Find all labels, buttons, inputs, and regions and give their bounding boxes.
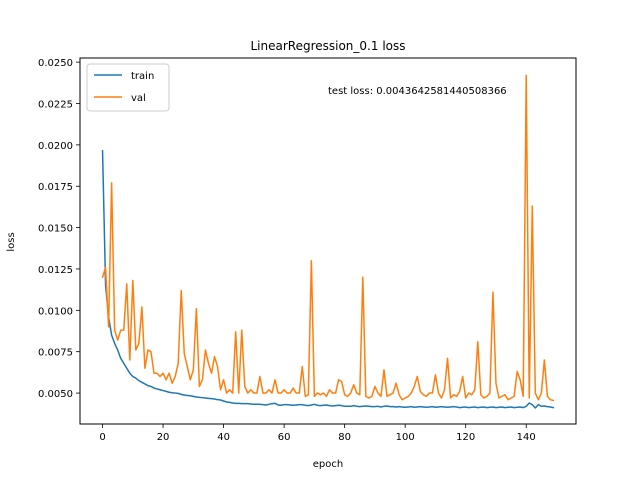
plot-area: 0 20 40 60 80 100 120 140 0.00500.00750.01000.0… [38,57,577,443]
legend-label-train: train [131,71,154,82]
x-tick-label: 100 [396,432,415,443]
x-tick-label: 120 [456,432,475,443]
series-layer [101,74,555,409]
legend: train val [86,63,170,112]
x-tick-label: 80 [338,432,351,443]
y-tick-label: 0.0225 [38,100,73,111]
x-axis-label: epoch [313,459,343,470]
series-line-val [101,74,555,402]
legend-label-val: val [131,93,146,104]
y-tick-label: 0.0200 [38,141,73,152]
chart-title: LinearRegression_0.1 loss [250,39,405,53]
y-tick-label: 0.0175 [38,182,73,193]
y-tick-label: 0.0250 [38,58,73,69]
x-tick-label: 20 [157,432,170,443]
x-tick-label: 40 [217,432,230,443]
y-tick-label: 0.0150 [38,224,73,235]
x-tick-label: 140 [517,432,536,443]
series-line-train [101,149,555,409]
y-tick-label: 0.0050 [38,389,73,400]
y-tick-label: 0.0075 [38,348,73,359]
y-tick-label: 0.0100 [38,306,73,317]
y-tick-label: 0.0125 [38,265,73,276]
x-axis: 0 20 40 60 80 100 120 140 [99,424,536,443]
test-loss-annotation: test loss: 0.004364258144050836​6 [328,86,507,97]
x-tick-label: 60 [278,432,291,443]
y-axis: 0.0050 0.0075 0.0100 0.0125 0.0150 0.0175 0.02… [38,58,80,400]
y-axis-label: loss [6,232,17,251]
plot-frame [79,57,577,425]
legend-box [86,63,170,112]
x-tick-label: 0 [99,432,105,443]
